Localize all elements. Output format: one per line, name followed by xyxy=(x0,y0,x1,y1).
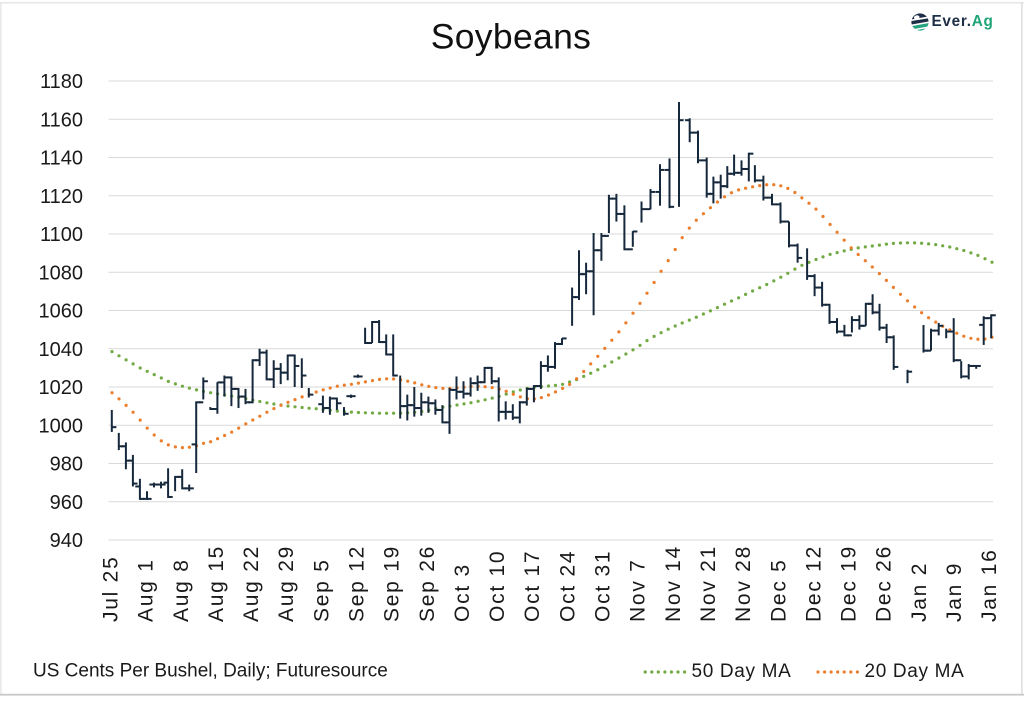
svg-text:50 Day MA: 50 Day MA xyxy=(692,661,792,682)
svg-text:1140: 1140 xyxy=(40,148,83,170)
svg-text:Nov 14: Nov 14 xyxy=(662,545,685,622)
svg-text:Jan 9: Jan 9 xyxy=(943,562,966,622)
svg-text:Dec 5: Dec 5 xyxy=(767,558,790,622)
svg-text:1000: 1000 xyxy=(39,415,84,437)
svg-text:Oct 31: Oct 31 xyxy=(592,550,615,622)
svg-text:1160: 1160 xyxy=(40,109,83,131)
svg-text:1180: 1180 xyxy=(40,71,83,93)
svg-text:Oct 3: Oct 3 xyxy=(451,563,474,622)
svg-text:Jul 25: Jul 25 xyxy=(100,555,123,622)
svg-text:Oct 10: Oct 10 xyxy=(486,550,509,622)
svg-text:Oct 17: Oct 17 xyxy=(521,550,544,622)
svg-text:US Cents Per Bushel, Daily; Fu: US Cents Per Bushel, Daily; Futuresource xyxy=(33,661,388,682)
svg-text:Jan 16: Jan 16 xyxy=(978,548,1001,622)
svg-text:Sep 26: Sep 26 xyxy=(416,545,439,622)
svg-text:980: 980 xyxy=(50,454,83,476)
svg-text:Sep 5: Sep 5 xyxy=(310,558,333,622)
svg-text:Dec 26: Dec 26 xyxy=(873,545,896,622)
svg-text:Jan 2: Jan 2 xyxy=(908,562,931,622)
svg-text:940: 940 xyxy=(50,530,83,552)
svg-text:Aug 8: Aug 8 xyxy=(170,558,193,622)
svg-text:1020: 1020 xyxy=(39,377,84,399)
svg-text:1080: 1080 xyxy=(39,262,84,284)
svg-text:Aug 1: Aug 1 xyxy=(135,558,158,622)
svg-text:1120: 1120 xyxy=(40,186,83,208)
svg-text:Ever.Ag: Ever.Ag xyxy=(932,13,994,30)
svg-text:Nov 21: Nov 21 xyxy=(697,545,720,622)
svg-text:20 Day MA: 20 Day MA xyxy=(865,661,965,682)
svg-text:1100: 1100 xyxy=(40,224,83,246)
svg-text:1040: 1040 xyxy=(39,339,84,361)
svg-text:960: 960 xyxy=(50,492,83,514)
svg-text:Aug 29: Aug 29 xyxy=(275,545,298,622)
svg-text:Soybeans: Soybeans xyxy=(431,17,592,57)
svg-text:Oct 24: Oct 24 xyxy=(556,550,579,622)
svg-text:Aug 22: Aug 22 xyxy=(240,545,263,622)
svg-text:Sep 12: Sep 12 xyxy=(346,545,369,622)
svg-text:Nov 28: Nov 28 xyxy=(732,545,755,622)
svg-text:Dec 19: Dec 19 xyxy=(838,545,861,622)
svg-text:Dec 12: Dec 12 xyxy=(802,545,825,622)
svg-text:1060: 1060 xyxy=(39,301,84,323)
svg-text:Sep 19: Sep 19 xyxy=(381,545,404,622)
svg-text:Aug 15: Aug 15 xyxy=(205,545,228,622)
svg-text:Nov 7: Nov 7 xyxy=(627,558,650,622)
